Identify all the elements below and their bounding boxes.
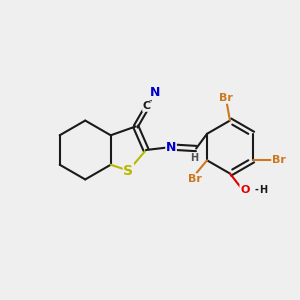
Text: H: H (190, 153, 199, 163)
Text: N: N (166, 141, 176, 154)
Text: Br: Br (188, 174, 202, 184)
Text: H: H (259, 185, 267, 195)
Text: O: O (240, 185, 249, 195)
Text: N: N (150, 86, 160, 99)
Text: Br: Br (219, 93, 232, 103)
Text: S: S (123, 164, 134, 178)
Text: Br: Br (272, 155, 286, 165)
Text: C: C (143, 101, 151, 111)
Text: -: - (254, 185, 259, 195)
